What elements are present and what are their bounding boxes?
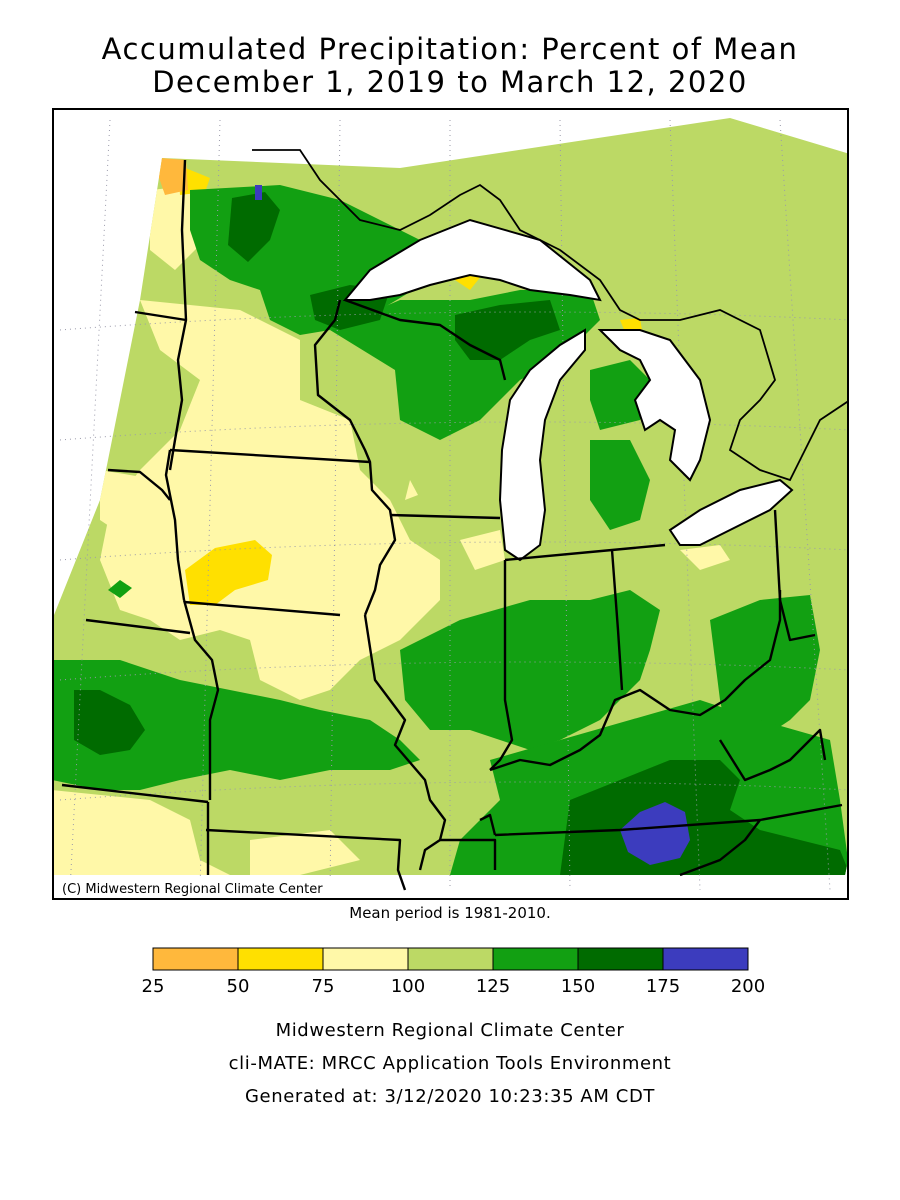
great-lakes: [342, 218, 794, 562]
lake-superior: [342, 218, 602, 302]
footer-line3: Generated at: 3/12/2020 10:23:35 AM CDT: [244, 1086, 656, 1107]
legend-tick-label: 175: [646, 976, 680, 997]
copyright-text: (C) Midwestern Regional Climate Center: [62, 882, 323, 897]
legend-bin-100-125: [407, 947, 494, 971]
lake-erie: [668, 478, 794, 546]
map-title-line1: Accumulated Precipitation: Percent of Me…: [101, 32, 799, 66]
legend-bin-125-150: [492, 947, 579, 971]
legend-bin-150-175: [577, 947, 664, 971]
legend-tick-label: 125: [476, 976, 510, 997]
legend-bin-75-100: [322, 947, 409, 971]
mean-period-note: Mean period is 1981-2010.: [349, 904, 551, 922]
lake-huron: [597, 329, 712, 482]
state-borders: [61, 159, 843, 891]
legend-tick-label: 75: [312, 976, 335, 997]
legend-bin-25-50: [152, 947, 239, 971]
legend-tick-label: 150: [561, 976, 595, 997]
legend-bin-50-75: [237, 947, 324, 971]
legend-tick-label: 100: [391, 976, 425, 997]
graticule: [59, 119, 847, 891]
legend-tick-label: 25: [142, 976, 165, 997]
legend-bin-175-200: [662, 947, 749, 971]
footer-line2: cli-MATE: MRCC Application Tools Environ…: [228, 1053, 672, 1074]
legend-tick-label: 200: [731, 976, 765, 997]
legend-tick-label: 50: [227, 976, 250, 997]
map-title-line2: December 1, 2019 to March 12, 2020: [152, 65, 748, 99]
lake-michigan: [498, 328, 586, 562]
footer-line1: Midwestern Regional Climate Center: [275, 1020, 625, 1041]
copyright-box: [56, 878, 338, 898]
